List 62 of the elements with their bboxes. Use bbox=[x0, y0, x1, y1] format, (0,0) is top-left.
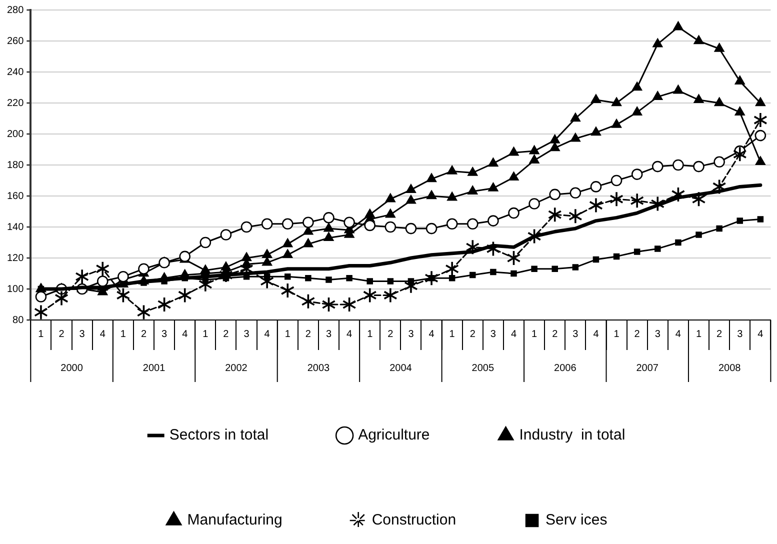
y-tick-label: 280 bbox=[6, 4, 24, 16]
x-tick-label: 2 bbox=[305, 328, 312, 340]
y-tick-label: 140 bbox=[6, 222, 24, 233]
y-tick-label: 80 bbox=[12, 314, 24, 326]
x-tick-label: 1 bbox=[38, 328, 44, 340]
y-tick-label: 120 bbox=[6, 252, 24, 264]
y-tick-label: 160 bbox=[6, 190, 24, 202]
x-tick-label: 2 bbox=[552, 328, 558, 340]
x-tick-label: 4 bbox=[100, 328, 106, 340]
legend-label: Agriculture bbox=[358, 426, 430, 444]
x-tick-label: 2 bbox=[634, 328, 640, 340]
x-tick-label: 4 bbox=[346, 328, 353, 340]
x-tick-label: 4 bbox=[182, 328, 188, 340]
x-tick-label: 2 bbox=[140, 328, 147, 340]
text: 2003 bbox=[307, 362, 330, 374]
x-tick-label: 4 bbox=[758, 328, 764, 340]
legend-label: Sectors in total bbox=[169, 426, 269, 444]
x-tick-label: 1 bbox=[696, 328, 702, 340]
x-tick-label: 1 bbox=[449, 328, 456, 340]
text: 2001 bbox=[142, 362, 166, 374]
x-tick-label: 3 bbox=[408, 328, 414, 340]
x-tick-label: 1 bbox=[202, 328, 209, 340]
x-tick-label: 2 bbox=[388, 328, 394, 340]
x-tick-label: 1 bbox=[532, 328, 538, 340]
text: 2002 bbox=[225, 362, 248, 374]
x-tick-label: 3 bbox=[79, 328, 86, 340]
x-tick-label: 2 bbox=[58, 328, 65, 340]
x-tick-label: 1 bbox=[614, 328, 620, 340]
y-tick-label: 200 bbox=[6, 128, 24, 140]
text: 2006 bbox=[554, 362, 577, 374]
x-tick-label: 2 bbox=[716, 328, 723, 340]
x-tick-label: 2 bbox=[223, 328, 230, 340]
y-tick-label: 220 bbox=[6, 98, 24, 109]
x-tick-label: 4 bbox=[428, 328, 435, 340]
x-tick-label: 3 bbox=[490, 328, 496, 340]
y-tick-label: 240 bbox=[6, 66, 24, 78]
y-tick-label: 260 bbox=[6, 36, 24, 47]
legend-label: Construction bbox=[372, 512, 456, 529]
x-tick-label: 4 bbox=[675, 328, 682, 340]
x-tick-label: 3 bbox=[737, 328, 744, 340]
x-tick-label: 3 bbox=[654, 328, 661, 340]
x-tick-label: 3 bbox=[162, 328, 168, 340]
x-tick-label: 1 bbox=[120, 328, 126, 340]
x-tick-label: 4 bbox=[264, 328, 270, 340]
x-tick-label: 3 bbox=[326, 328, 332, 340]
x-tick-label: 4 bbox=[510, 328, 517, 340]
x-tick-label: 2 bbox=[470, 328, 476, 340]
legend-label: Serv ices bbox=[546, 512, 608, 529]
legend-label: Manufacturing bbox=[187, 512, 282, 529]
text: 2005 bbox=[472, 362, 494, 374]
text: 2008 bbox=[718, 362, 742, 374]
y-tick-label: 100 bbox=[6, 284, 24, 295]
x-tick-label: 4 bbox=[593, 328, 600, 340]
legend-label: Industry in total bbox=[519, 426, 626, 444]
x-tick-label: 1 bbox=[284, 328, 291, 340]
x-tick-label: 3 bbox=[244, 328, 250, 340]
text: 2000 bbox=[60, 362, 84, 374]
x-tick-label: 3 bbox=[572, 328, 579, 340]
x-tick-label: 1 bbox=[367, 328, 374, 340]
text: 2004 bbox=[390, 362, 412, 374]
text: 2007 bbox=[636, 362, 659, 374]
y-tick-label: 180 bbox=[6, 160, 24, 171]
